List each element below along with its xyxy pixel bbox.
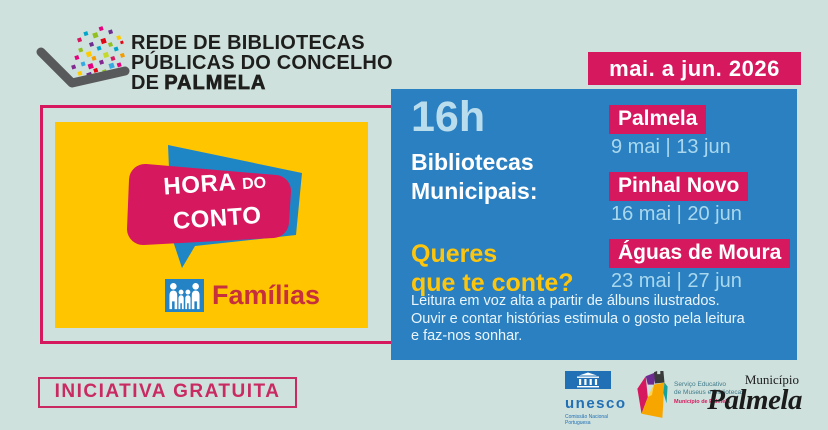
session-place-badge: Pinhal Novo	[609, 172, 749, 201]
event-card: HORA DO CONTO Famílias	[55, 122, 368, 328]
open-book-logo-icon	[36, 26, 130, 88]
event-description: Leitura em voz alta a partir de álbuns i…	[411, 293, 745, 344]
speech-bubble-icon	[127, 145, 302, 268]
library-network-title: REDE DE BIBLIOTECAS PÚBLICAS DO CONCELHO…	[131, 33, 393, 93]
info-panel: 16h Bibliotecas Municipais: Queres que t…	[391, 89, 797, 360]
session-item: Palmela 9 mai | 13 jun	[609, 105, 790, 159]
tagline: Queres que te conte?	[411, 240, 574, 297]
audience-row: Famílias	[165, 279, 320, 312]
municipio-name: Palmela	[707, 384, 802, 416]
servico-educativo-text: Serviço Educativo de Museus e Biblioteca…	[674, 381, 745, 405]
municipio-label: Município	[744, 372, 799, 387]
date-range-badge: mai. a jun. 2026	[588, 52, 801, 85]
sessions-list: Palmela 9 mai | 13 jun Pinhal Novo 16 ma…	[609, 105, 791, 306]
free-initiative-badge: INICIATIVA GRATUITA	[38, 377, 297, 408]
confetti-icon	[71, 26, 125, 79]
audience-label: Famílias	[212, 280, 321, 310]
logo-line2: PÚBLICAS DO CONCELHO	[131, 52, 393, 74]
unesco-wordmark: unesco	[565, 395, 627, 412]
family-icon	[165, 279, 204, 312]
municipio-palmela-logo: Município Palmela	[700, 372, 802, 416]
session-place-badge: Palmela	[609, 105, 707, 134]
unesco-logo: unesco Comissão Nacional Portuguesa	[565, 371, 625, 426]
event-title: HORA DO CONTO	[129, 162, 303, 241]
venue-label: Bibliotecas Municipais:	[411, 149, 538, 204]
castle-gem-icon	[637, 371, 668, 418]
servico-educativo-logo: Serviço Educativo de Museus e Biblioteca…	[637, 370, 744, 420]
event-time: 16h	[411, 93, 486, 141]
unesco-temple-icon	[565, 371, 611, 389]
session-dates: 9 mai | 13 jun	[611, 136, 731, 158]
session-dates: 16 mai | 20 jun	[611, 203, 742, 225]
session-place-badge: Águas de Moura	[609, 239, 791, 268]
session-dates: 23 mai | 27 jun	[611, 270, 742, 292]
unesco-subtitle: Comissão Nacional Portuguesa	[565, 414, 609, 426]
logo-line3: DE PALMELA	[131, 72, 267, 94]
session-item: Pinhal Novo 16 mai | 20 jun	[609, 172, 790, 226]
session-item: Águas de Moura 23 mai | 27 jun	[609, 239, 791, 293]
logo-line1: REDE DE BIBLIOTECAS	[131, 32, 365, 54]
logo-city-name: PALMELA	[164, 72, 267, 94]
